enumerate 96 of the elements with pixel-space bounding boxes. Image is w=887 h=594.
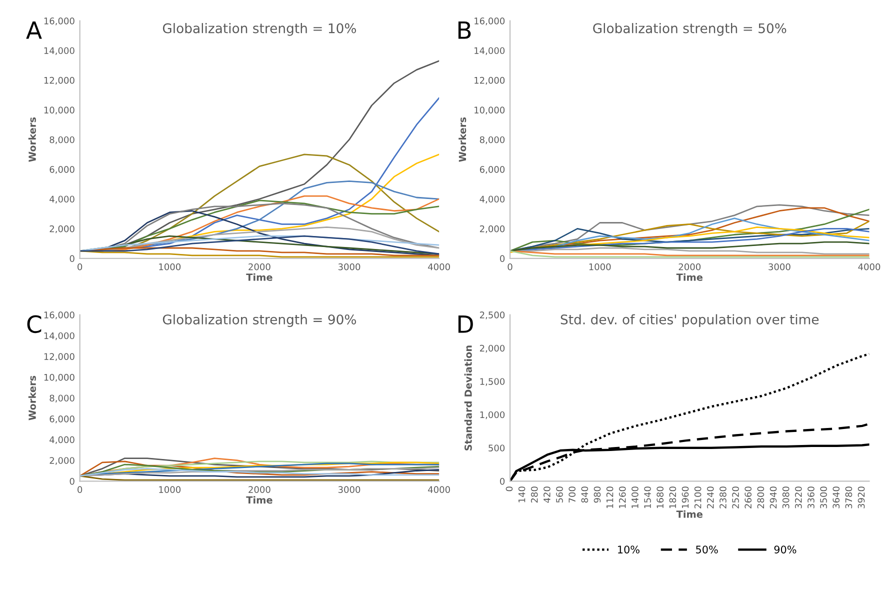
y-axis-title: Workers	[28, 376, 36, 420]
y-tick-label: 10,000	[44, 374, 74, 382]
x-tick-label: 980	[594, 486, 601, 503]
y-tick-label: 14,000	[44, 332, 74, 340]
x-tick-label: 2240	[706, 486, 714, 508]
x-tick-label: 840	[581, 486, 588, 503]
y-tick-label: 0	[500, 478, 505, 485]
x-tick-label: 1680	[656, 486, 664, 508]
x-tick-label: 2000	[678, 263, 701, 270]
y-tick-label: 12,000	[44, 76, 74, 85]
x-tick-label: 1260	[618, 486, 626, 508]
x-tick-label: 280	[530, 486, 538, 503]
y-tick-label: 2,000	[50, 225, 74, 234]
y-tick-label: 16,000	[44, 312, 74, 320]
x-tick-label: 1540	[644, 486, 651, 508]
x-tick-label: 2100	[694, 486, 702, 508]
y-tick-label: 4,000	[50, 196, 74, 204]
x-tick-label: 2940	[770, 486, 777, 508]
x-tick-label: 3000	[768, 263, 790, 270]
y-tick-label: 1,500	[480, 378, 505, 386]
y-tick-label: 8,000	[50, 136, 74, 144]
legend-label: 90%	[774, 546, 796, 554]
chart-title: Globalization strength = 50%	[593, 23, 786, 36]
y-tick-label: 10,000	[44, 106, 74, 114]
legend-label: 50%	[696, 546, 718, 554]
x-tick-label: 560	[556, 486, 563, 503]
x-tick-label: 2380	[720, 486, 726, 508]
x-tick-label: 4000	[428, 486, 450, 493]
x-tick-label: 2520	[732, 486, 739, 508]
x-axis-title: Time	[246, 496, 272, 504]
y-tick-label: 12,000	[44, 353, 74, 361]
chart-title: Globalization strength = 10%	[162, 23, 356, 36]
x-axis-title: Time	[676, 273, 703, 281]
y-tick-label: 0	[70, 255, 74, 262]
y-tick-label: 16,000	[44, 18, 74, 26]
x-tick-label: 2660	[744, 486, 752, 508]
y-tick-label: 0	[500, 255, 505, 262]
y-tick-label: 2,500	[480, 312, 505, 320]
y-tick-label: 8,000	[50, 394, 74, 402]
x-tick-label: 2000	[248, 486, 270, 493]
y-tick-label: 2,000	[480, 225, 505, 234]
x-tick-label: 1120	[606, 486, 614, 508]
y-tick-label: 12,000	[474, 76, 505, 85]
y-tick-label: 4,000	[480, 196, 505, 204]
y-tick-label: 2,000	[480, 344, 505, 353]
chart-title: Globalization strength = 90%	[162, 314, 356, 327]
y-tick-label: 8,000	[480, 136, 505, 144]
x-tick-label: 4000	[858, 263, 880, 270]
x-tick-label: 3000	[338, 486, 360, 493]
y-tick-label: 4,000	[50, 436, 74, 444]
x-tick-label: 1820	[669, 486, 676, 508]
x-tick-label: 1400	[632, 486, 638, 508]
x-tick-label: 420	[544, 486, 550, 503]
x-tick-label: 3780	[845, 486, 852, 508]
text: D	[458, 316, 473, 333]
y-axis-title: Workers	[458, 117, 466, 162]
y-tick-label: 6,000	[50, 416, 74, 424]
x-axis-title: Time	[246, 273, 272, 281]
x-tick-label: 3220	[795, 486, 802, 508]
x-tick-label: 4000	[428, 263, 450, 270]
x-tick-label: 1000	[589, 263, 611, 270]
y-tick-label: 0	[70, 478, 74, 485]
y-tick-label: 2,000	[50, 457, 74, 465]
x-tick-label: 0	[78, 486, 82, 493]
x-tick-label: 3080	[782, 486, 790, 508]
legend-label: 10%	[618, 546, 640, 554]
x-tick-label: 0	[506, 486, 513, 492]
y-tick-label: 10,000	[474, 106, 505, 114]
x-tick-label: 0	[78, 263, 82, 270]
y-tick-label: 500	[488, 444, 505, 452]
x-tick-label: 1960	[682, 486, 689, 508]
x-tick-label: 3360	[808, 486, 814, 508]
x-tick-label: 3920	[858, 486, 865, 508]
text: A	[26, 22, 42, 39]
y-tick-label: 1,000	[480, 411, 505, 420]
x-tick-label: 3500	[820, 486, 827, 508]
x-tick-label: 1000	[159, 263, 181, 270]
x-tick-label: 2000	[248, 263, 270, 270]
y-tick-label: 14,000	[474, 47, 505, 55]
x-axis-title: Time	[676, 510, 703, 518]
y-axis-title: Standard Deviation	[464, 346, 472, 450]
x-tick-label: 3640	[832, 486, 840, 508]
y-axis-title: Workers	[28, 117, 36, 162]
x-tick-label: 3000	[338, 263, 360, 270]
y-tick-label: 6,000	[480, 166, 505, 174]
x-tick-label: 700	[568, 486, 576, 502]
x-tick-label: 140	[518, 486, 526, 502]
x-tick-label: 2800	[757, 486, 764, 508]
y-tick-label: 16,000	[474, 18, 505, 26]
x-tick-label: 1000	[159, 486, 181, 493]
text: C	[27, 315, 42, 334]
y-tick-label: 14,000	[44, 47, 74, 55]
y-tick-label: 6,000	[50, 166, 74, 174]
x-tick-label: 0	[508, 263, 512, 270]
chart-title: Std. dev. of cities' population over time	[560, 314, 819, 327]
text: B	[458, 22, 471, 39]
